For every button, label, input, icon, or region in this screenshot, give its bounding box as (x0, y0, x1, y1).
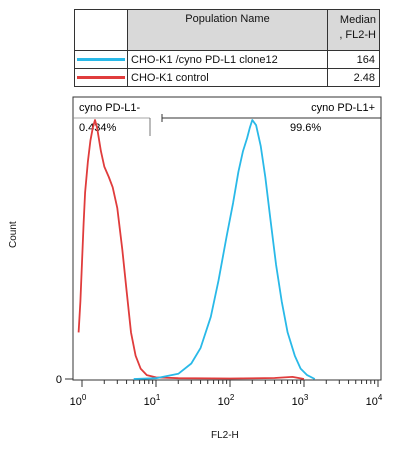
x-tick-label-2: 102 (218, 393, 235, 408)
series-line-0 (77, 119, 305, 380)
legend-header-blank (74, 9, 128, 51)
legend-header-median-line2: , FL2-H (339, 29, 376, 41)
legend-median-control: 2.48 (327, 68, 380, 87)
gate-positive-label: cyno PD-L1+ (311, 102, 375, 114)
legend-header-median: Median , FL2-H (327, 9, 380, 51)
legend-table: Population Name Median , FL2-H CHO-K1 /c… (74, 9, 380, 87)
gate-positive-percent: 99.6% (290, 122, 321, 134)
x-tick-label-1: 101 (144, 393, 161, 408)
legend-name-control: CHO-K1 control (127, 68, 328, 87)
x-axis-label: FL2-H (211, 430, 239, 441)
series-group (77, 119, 316, 380)
legend-swatch-control (77, 76, 125, 79)
x-tick-label-3: 103 (292, 393, 309, 408)
x-axis-ticks: 100 101 102 103 104 (70, 380, 383, 408)
y-tick-label-0: 0 (56, 374, 62, 386)
legend-header-median-line1: Median (339, 14, 376, 26)
gate-negative-label: cyno PD-L1- (79, 102, 140, 114)
x-tick-label-0: 100 (70, 393, 87, 408)
y-axis-label: Count (8, 221, 19, 248)
x-tick-label-4: 104 (366, 393, 383, 408)
legend-name-clone12: CHO-K1 /cyno PD-L1 clone12 (127, 50, 328, 69)
series-line-1 (133, 119, 316, 380)
gates: cyno PD-L1-0.434%cyno PD-L1+99.6% (73, 102, 381, 136)
legend-header-name: Population Name (127, 9, 328, 51)
legend-swatch-clone12 (77, 58, 125, 61)
legend-swatch-cell-control (74, 68, 128, 87)
